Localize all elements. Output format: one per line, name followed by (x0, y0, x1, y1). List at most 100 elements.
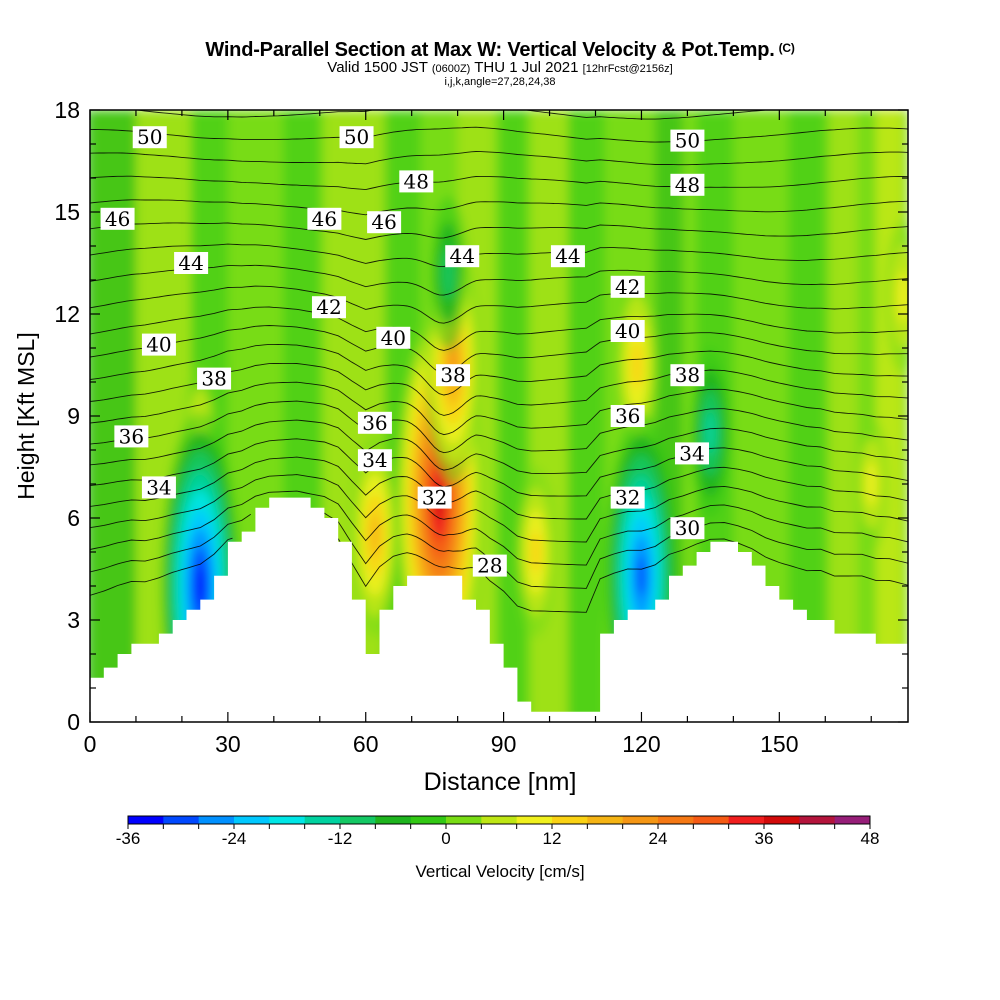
isentrope-label: 34 (141, 475, 176, 499)
valid-time: Valid 1500 JST (327, 59, 428, 76)
svg-text:36: 36 (119, 424, 144, 448)
svg-text:38: 38 (440, 363, 465, 387)
isentrope-label: 40 (610, 319, 645, 343)
svg-text:42: 42 (316, 295, 341, 319)
isentrope-line (90, 438, 908, 497)
isentrope-label: 42 (311, 295, 346, 319)
svg-text:28: 28 (477, 554, 502, 578)
chart-title: Wind-Parallel Section at Max W: Vertical… (0, 36, 1000, 62)
svg-text:38: 38 (675, 363, 700, 387)
colorbar-bin (234, 816, 270, 824)
x-tick-label: 150 (760, 731, 798, 757)
colorbar-tick-label: 36 (755, 829, 774, 848)
isentrope-line (90, 474, 908, 543)
isentrope-line (90, 243, 908, 268)
isentrope-label: 48 (399, 169, 434, 193)
colorbar-bin (834, 816, 871, 824)
colorbar-title: Vertical Velocity [cm/s] (415, 862, 585, 881)
colorbar-bin (269, 816, 306, 824)
isentrope-label: 44 (445, 244, 480, 268)
copyright-mark: (C) (778, 41, 795, 55)
svg-text:46: 46 (371, 210, 396, 234)
isentrope-label: 38 (197, 367, 232, 391)
isentrope-labels: 50 50 50 48 48 46 46 46 44 44 44 42 42 40 40 40 38 38 38 36… (100, 125, 710, 578)
svg-text:50: 50 (344, 125, 369, 149)
chart-title-block: Wind-Parallel Section at Max W: Vertical… (0, 36, 1000, 88)
y-tick-label: 3 (67, 607, 80, 633)
y-tick-label: 9 (67, 403, 80, 429)
isentrope-line (90, 381, 908, 436)
valid-utc: (0600Z) (431, 63, 471, 75)
colorbar-bin (128, 816, 164, 824)
svg-text:36: 36 (615, 404, 640, 428)
svg-text:44: 44 (450, 244, 475, 268)
x-axis-label: Distance [nm] (424, 768, 577, 796)
terrain-mask (90, 497, 908, 722)
svg-text:46: 46 (105, 207, 130, 231)
svg-text:48: 48 (404, 169, 429, 193)
chart-title-text: Wind-Parallel Section at Max W: Vertical… (205, 39, 775, 61)
x-tick-label: 120 (622, 731, 660, 757)
colorbar-bin (198, 816, 235, 824)
isentrope-label: 50 (132, 125, 167, 149)
colorbar-bin (799, 816, 836, 824)
isentrope-label: 50 (670, 129, 705, 153)
colorbar-bin (410, 816, 447, 824)
isentrope-line (90, 325, 908, 374)
isentrope-label: 46 (100, 207, 135, 231)
colorbar-tick-label: -12 (328, 829, 353, 848)
y-tick-label: 12 (54, 301, 80, 327)
colorbar-bin (516, 816, 553, 824)
isentrope-label: 46 (367, 210, 402, 234)
isentrope-label: 34 (675, 441, 710, 465)
svg-text:40: 40 (381, 326, 406, 350)
svg-text:40: 40 (146, 333, 171, 357)
colorbar-tick-label: 12 (543, 829, 562, 848)
terrain (90, 497, 908, 722)
isentrope-label: 40 (141, 333, 176, 357)
colorbar-bin (446, 816, 482, 824)
colorbar-bin (728, 816, 765, 824)
isentrope-label: 32 (417, 486, 452, 510)
y-tick-label: 6 (67, 505, 80, 531)
svg-text:32: 32 (422, 486, 447, 510)
colorbar-bin (622, 816, 659, 824)
isentrope-label: 46 (307, 207, 342, 231)
isentrope-line (90, 199, 908, 216)
colorbar-bin (340, 816, 376, 824)
valid-date: THU 1 Jul 2021 (474, 59, 579, 76)
section-params: i,j,k,angle=27,28,24,38 (444, 76, 556, 88)
colorbar-tick-label: 0 (441, 829, 450, 848)
isentrope-line (90, 151, 908, 166)
y-tick-label: 15 (54, 199, 80, 225)
colorbar-bin (375, 816, 412, 824)
isentrope-line (90, 222, 908, 240)
isentrope-line (90, 400, 908, 454)
isentrope-line (90, 537, 908, 613)
svg-text:36: 36 (362, 411, 387, 435)
y-axis-label: Height [Kft MSL] (13, 332, 39, 499)
isentrope-line (90, 126, 908, 143)
isentrope-line (90, 490, 908, 566)
x-tick-label: 90 (491, 731, 517, 757)
colorbar-bin (552, 816, 588, 824)
svg-text:34: 34 (146, 475, 171, 499)
colorbar: -36 -24 -12 0 12 24 36 48 (116, 815, 879, 848)
svg-text:48: 48 (675, 173, 700, 197)
svg-text:34: 34 (362, 448, 387, 472)
forecast-info: [12hrFcst@2156z] (582, 63, 673, 75)
svg-text:32: 32 (615, 486, 640, 510)
colorbar-bin (163, 816, 200, 824)
colorbar-bin (587, 816, 624, 824)
isentrope-line (90, 285, 908, 324)
svg-text:38: 38 (201, 367, 226, 391)
x-tick-label: 30 (215, 731, 241, 757)
isentrope-label: 28 (472, 554, 507, 578)
svg-text:30: 30 (675, 516, 700, 540)
isentrope-label: 44 (174, 251, 209, 275)
isentrope-line (90, 306, 908, 351)
isentrope-label: 30 (670, 516, 705, 540)
colorbar-bin (304, 816, 341, 824)
